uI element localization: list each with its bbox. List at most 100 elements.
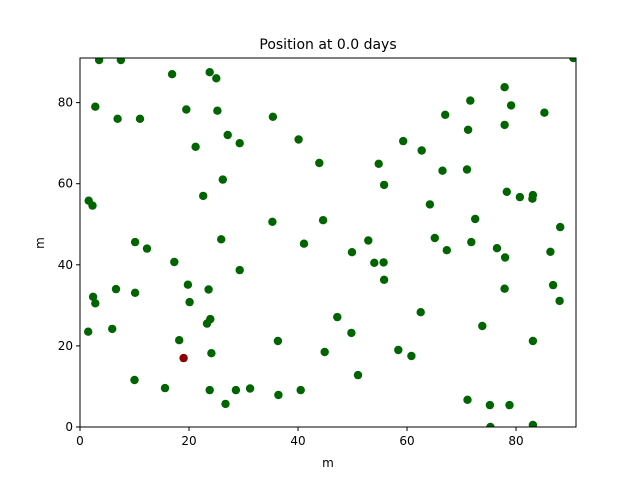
data-point	[492, 244, 502, 253]
data-point	[94, 58, 104, 65]
data-point	[528, 336, 538, 346]
data-point	[347, 248, 357, 257]
plot-area	[84, 58, 576, 427]
data-point	[88, 292, 98, 301]
data-point	[471, 214, 480, 224]
x-tick-label: 20	[181, 434, 196, 448]
x-axis-label: m	[322, 456, 334, 470]
data-point	[478, 321, 487, 331]
data-point	[500, 83, 509, 92]
data-point	[213, 106, 222, 115]
data-point	[463, 395, 472, 404]
data-point	[294, 135, 303, 144]
data-point	[191, 142, 200, 151]
data-point	[84, 327, 93, 336]
highlighted-data-point	[179, 353, 188, 363]
data-point	[91, 299, 100, 308]
data-point	[170, 257, 179, 267]
data-point	[441, 110, 450, 120]
data-point	[205, 385, 214, 395]
y-tick-label: 80	[58, 96, 73, 110]
data-point	[315, 158, 324, 168]
data-point	[548, 280, 558, 290]
data-point	[347, 328, 356, 338]
data-point	[167, 70, 177, 79]
data-point	[183, 280, 193, 289]
data-point	[500, 284, 509, 293]
data-point	[273, 336, 283, 346]
data-point	[528, 420, 538, 427]
data-point	[467, 237, 476, 247]
data-point	[130, 237, 140, 247]
data-point	[207, 349, 216, 358]
data-point	[268, 112, 278, 122]
data-point	[506, 101, 516, 110]
data-point	[416, 308, 425, 317]
y-tick-label: 20	[58, 339, 73, 353]
data-point	[235, 139, 244, 148]
data-point	[88, 201, 97, 210]
data-point	[353, 370, 363, 380]
data-point	[462, 165, 472, 174]
data-point	[299, 239, 309, 248]
y-tick-label: 0	[65, 420, 73, 434]
data-point	[364, 236, 373, 245]
y-tick-label: 40	[58, 258, 73, 272]
y-tick-label: 60	[58, 177, 73, 191]
data-point	[130, 288, 140, 297]
x-tick-label: 80	[508, 434, 523, 448]
data-point	[555, 296, 564, 306]
data-point	[245, 384, 255, 393]
data-point	[160, 383, 170, 393]
data-point	[370, 258, 379, 267]
data-point	[407, 351, 416, 361]
x-tick-label: 60	[399, 434, 414, 448]
data-point	[217, 235, 226, 244]
data-point	[485, 400, 495, 410]
data-point	[430, 233, 439, 243]
data-point	[274, 390, 283, 400]
chart-title: Position at 0.0 days	[259, 37, 396, 53]
data-point	[540, 108, 549, 117]
data-point	[235, 265, 244, 275]
data-point	[502, 187, 511, 196]
data-point	[500, 120, 509, 130]
x-tick-label: 0	[76, 434, 84, 448]
axis-ticks: 0 20 40 60 80 0 20 40 60 80	[58, 96, 524, 448]
data-point	[111, 284, 121, 294]
data-point	[320, 347, 329, 357]
data-point	[223, 130, 232, 140]
data-point	[205, 68, 214, 77]
data-point	[202, 319, 212, 328]
data-point	[394, 345, 403, 355]
data-point	[425, 200, 435, 209]
data-point	[399, 136, 408, 146]
data-point	[379, 180, 389, 190]
data-point	[199, 191, 208, 201]
y-axis-label: m	[33, 237, 47, 249]
data-point	[438, 166, 447, 175]
data-point	[221, 399, 230, 409]
data-point	[515, 192, 525, 202]
data-point	[486, 422, 495, 427]
data-point	[466, 96, 475, 105]
data-point	[212, 74, 221, 83]
data-point	[500, 253, 510, 262]
data-point	[91, 102, 100, 111]
data-point	[142, 244, 152, 253]
data-point	[442, 246, 451, 255]
data-point	[546, 247, 555, 256]
data-point	[135, 114, 145, 124]
data-point	[268, 217, 277, 226]
data-point	[379, 275, 389, 284]
data-point	[379, 258, 388, 267]
data-point	[113, 114, 122, 124]
data-point	[374, 159, 383, 168]
data-point	[231, 385, 241, 395]
data-point	[556, 222, 565, 232]
data-point	[528, 190, 538, 200]
data-point	[505, 400, 514, 410]
x-tick-label: 40	[290, 434, 305, 448]
data-point	[218, 175, 227, 184]
